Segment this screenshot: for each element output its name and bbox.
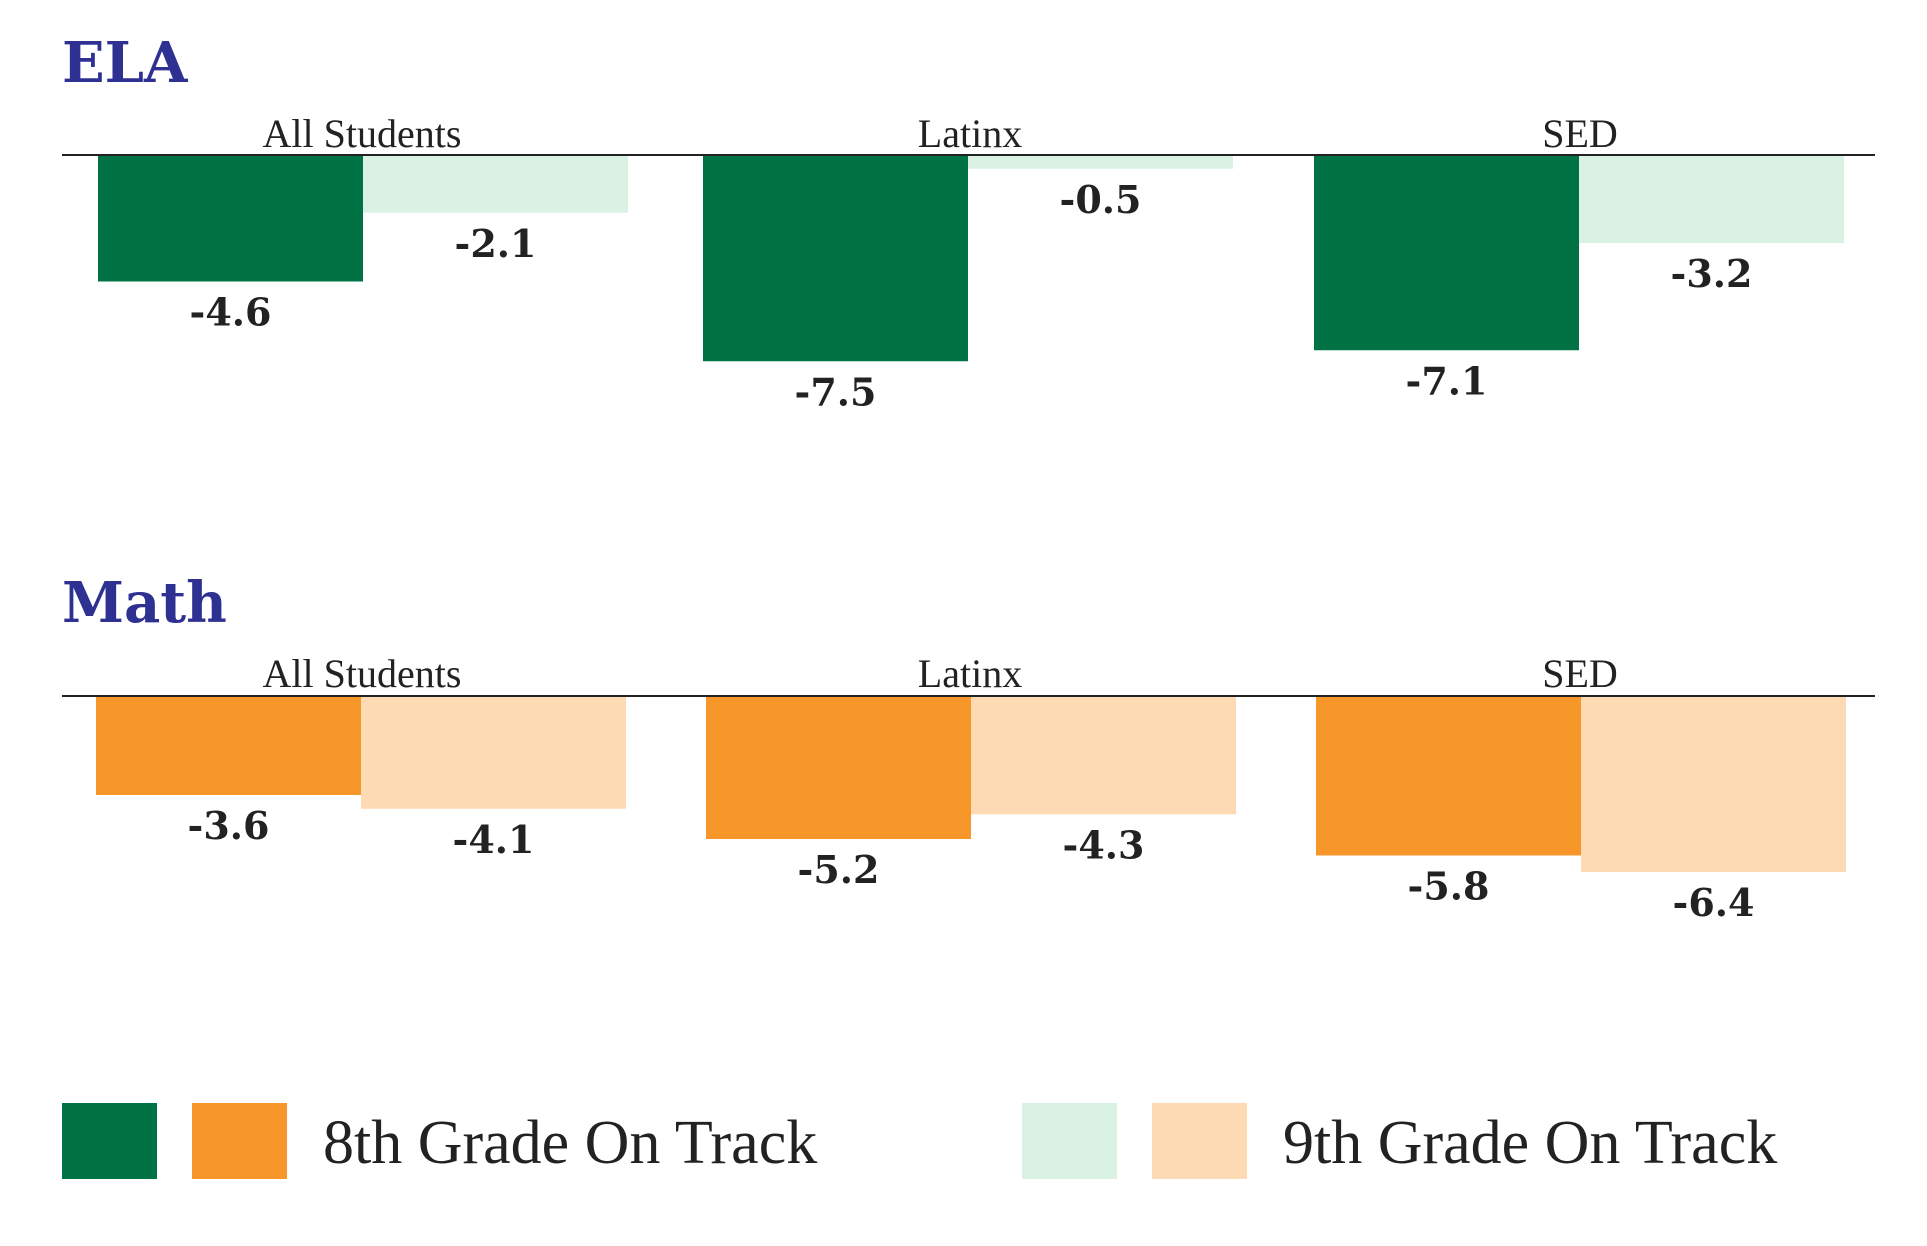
value-label-ela-sed-8th: -7.1	[1406, 358, 1488, 403]
legend-label-8th-grade: 8th Grade On Track	[323, 1109, 817, 1177]
bar-ela-all-students-8th	[98, 155, 363, 282]
bar-math-latinx-8th	[706, 696, 971, 839]
value-label-math-all-students-8th: -3.6	[188, 803, 270, 848]
group-label-latinx-ela: Latinx	[918, 111, 1022, 156]
value-label-ela-sed-9th: -3.2	[1671, 251, 1753, 296]
legend-swatch-8th-math	[192, 1103, 287, 1179]
value-label-math-latinx-9th: -4.3	[1063, 822, 1145, 867]
panel-title-math: Math	[62, 570, 227, 636]
bar-ela-all-students-9th	[363, 155, 628, 213]
value-label-math-sed-8th: -5.8	[1408, 864, 1490, 909]
group-label-sed-math: SED	[1542, 651, 1618, 696]
group-label-latinx-math: Latinx	[918, 651, 1022, 696]
panel-title-ela: ELA	[62, 30, 189, 96]
bar-math-latinx-9th	[971, 696, 1236, 815]
bars-ela: -4.6 -2.1 -7.5 -0.5 -7.1 -3.2	[98, 155, 1844, 414]
bar-ela-latinx-9th	[968, 155, 1233, 169]
bar-math-all-students-8th	[96, 696, 361, 795]
value-label-ela-all-students-8th: -4.6	[190, 290, 272, 335]
panel-math: Math All Students Latinx SED -3.6 -4.1 -5.…	[62, 570, 1875, 925]
group-label-sed-ela: SED	[1542, 111, 1618, 156]
legend-swatch-8th-ela	[62, 1103, 157, 1179]
value-label-math-sed-9th: -6.4	[1673, 880, 1755, 925]
bar-math-all-students-9th	[361, 696, 626, 809]
bar-ela-sed-8th	[1314, 155, 1579, 351]
bars-math: -3.6 -4.1 -5.2 -4.3 -5.8 -6.4	[96, 696, 1846, 925]
bar-ela-sed-9th	[1579, 155, 1844, 243]
value-label-ela-all-students-9th: -2.1	[455, 221, 537, 266]
legend-swatch-9th-math	[1152, 1103, 1247, 1179]
bar-ela-latinx-8th	[703, 155, 968, 362]
bar-math-sed-8th	[1316, 696, 1581, 856]
legend-swatch-9th-ela	[1022, 1103, 1117, 1179]
value-label-math-latinx-8th: -5.2	[798, 847, 880, 892]
group-label-all-students-math: All Students	[263, 651, 462, 696]
group-label-all-students-ela: All Students	[263, 111, 462, 156]
value-label-ela-latinx-8th: -7.5	[795, 369, 877, 414]
value-label-math-all-students-9th: -4.1	[453, 817, 535, 862]
legend: 8th Grade On Track 9th Grade On Track	[62, 1103, 1777, 1179]
bar-math-sed-9th	[1581, 696, 1846, 872]
legend-label-9th-grade: 9th Grade On Track	[1283, 1109, 1777, 1177]
value-label-ela-latinx-9th: -0.5	[1060, 177, 1142, 222]
panel-ela: ELA All Students Latinx SED -4.6 -2.1 -7.5…	[62, 30, 1875, 414]
